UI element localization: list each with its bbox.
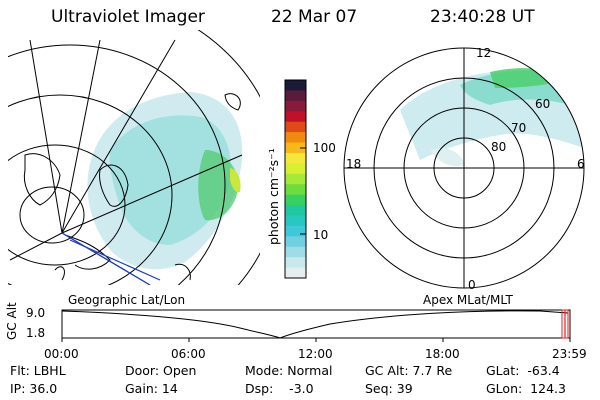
mlt-label-18: 18 (346, 157, 362, 171)
mlat-label-60: 60 (535, 97, 551, 111)
colorbar-segment (285, 142, 306, 154)
mlat-label-80: 80 (491, 140, 507, 154)
colorbar-segment (285, 205, 306, 216)
mode-value: Mode: Normal (245, 363, 333, 378)
colorbar-segment (285, 121, 306, 133)
mlat-label-70: 70 (511, 121, 527, 135)
colorbar-segment (285, 236, 306, 248)
left-map-title: Geographic Lat/Lon (68, 293, 186, 307)
timeline-xtick-0600: 06:00 (171, 347, 206, 361)
aurora-bright-region (198, 150, 239, 221)
instrument-title: Ultraviolet Imager (51, 7, 205, 27)
seq-value: Seq: 39 (365, 381, 413, 396)
timeline-ytick-low: 1.8 (26, 326, 46, 340)
colorbar-segment (285, 80, 306, 91)
colorbar-segment (285, 163, 306, 175)
gain-value: Gain: 14 (125, 381, 178, 396)
colorbar-tick-100: 100 (313, 141, 336, 155)
colorbar-segment (285, 257, 306, 269)
date-label: 22 Mar 07 (271, 7, 358, 27)
mlt-label-12: 12 (476, 46, 492, 60)
timeline-xtick-2359: 23:59 (552, 347, 587, 361)
colorbar-segment (285, 90, 306, 102)
colorbar-segment (285, 152, 306, 164)
colorbar-segment (285, 132, 306, 144)
colorbar-segment (285, 267, 306, 279)
colorbar-segment (285, 111, 306, 123)
colorbar-segment (285, 100, 306, 112)
timeline-xtick-1800: 18:00 (425, 347, 460, 361)
colorbar-segment (285, 184, 306, 196)
timeline-xtick-1200: 12:00 (298, 347, 333, 361)
ip-value: IP: 36.0 (10, 381, 58, 396)
dsp-value: Dsp: -3.0 (245, 381, 314, 396)
timeline-ytick-high: 9.0 (26, 306, 46, 320)
glon-value: GLon: 124.3 (486, 381, 566, 396)
mlt-label-0: 0 (468, 278, 476, 292)
glat-value: GLat: -63.4 (486, 363, 560, 378)
timeline-ylabel: GC Alt (5, 302, 19, 340)
right-map-title: Apex MLat/MLT (423, 293, 513, 307)
gc-alt-value: GC Alt: 7.7 Re (365, 363, 453, 378)
filter-value: Flt: LBHL (10, 363, 66, 378)
altitude-curve (61, 310, 569, 339)
colorbar-segment (285, 194, 306, 206)
timeline-xtick-0000: 00:00 (44, 347, 79, 361)
time-label: 23:40:28 UT (430, 7, 535, 27)
colorbar-tick-10: 10 (313, 228, 329, 242)
colorbar-segment (285, 173, 306, 185)
colorbar-segment (285, 225, 306, 237)
colorbar-segment (285, 215, 306, 227)
mlt-label-6: 6 (577, 157, 585, 171)
door-value: Door: Open (125, 363, 197, 378)
colorbar-segment (285, 246, 306, 258)
